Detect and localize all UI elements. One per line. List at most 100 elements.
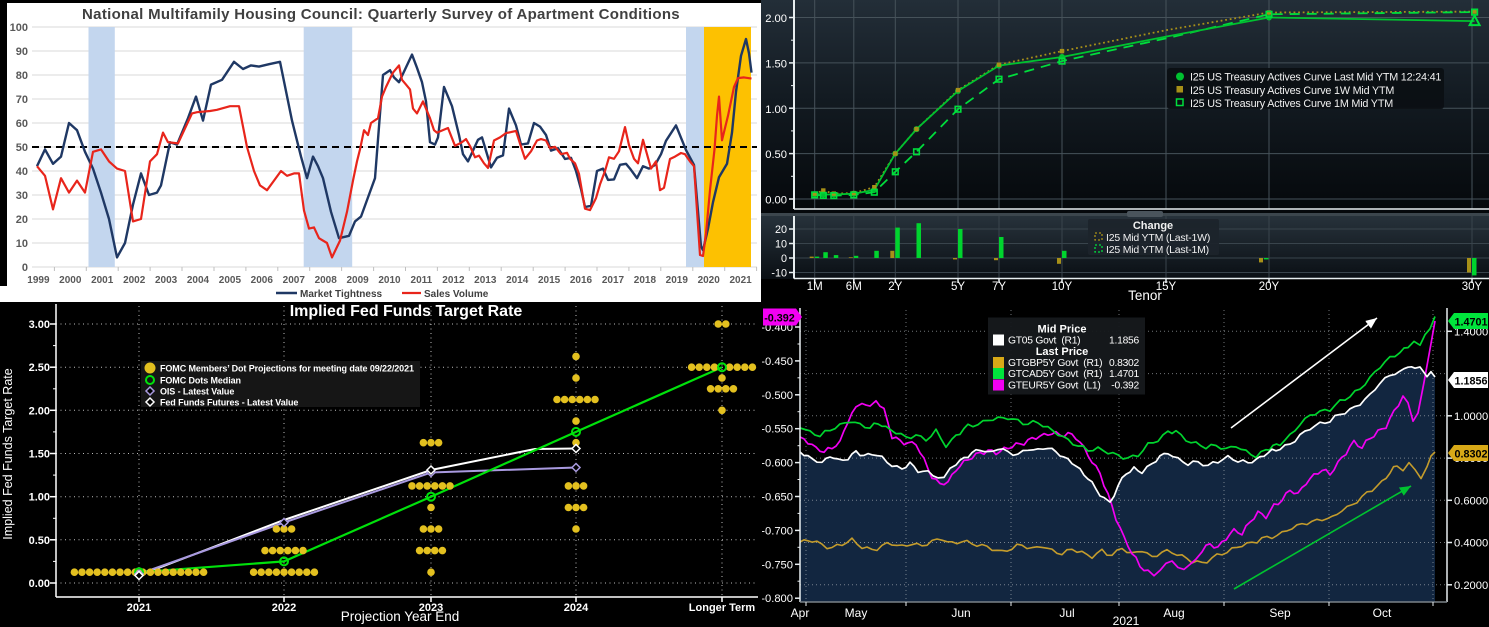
svg-text:30: 30 [16, 190, 28, 202]
svg-text:FOMC Dots Median: FOMC Dots Median [160, 376, 241, 386]
svg-text:2018: 2018 [634, 275, 657, 286]
svg-text:2021: 2021 [1113, 614, 1140, 627]
svg-text:2012: 2012 [442, 275, 465, 286]
svg-text:2019: 2019 [666, 275, 689, 286]
svg-text:-0.500: -0.500 [762, 390, 793, 402]
svg-text:Sep: Sep [1269, 606, 1291, 620]
svg-text:0.6000: 0.6000 [1454, 495, 1488, 507]
svg-text:Jul: Jul [1059, 606, 1074, 620]
svg-text:Change: Change [1133, 220, 1173, 232]
svg-text:1999: 1999 [27, 275, 50, 286]
svg-text:20: 20 [16, 214, 28, 226]
svg-text:5Y: 5Y [951, 281, 965, 293]
svg-text:1.4701: 1.4701 [1109, 369, 1140, 380]
svg-text:2001: 2001 [91, 275, 114, 286]
svg-text:2017: 2017 [602, 275, 625, 286]
svg-text:Implied Fed Funds Target Rate: Implied Fed Funds Target Rate [290, 303, 523, 320]
svg-text:2021: 2021 [729, 275, 752, 286]
svg-text:Tenor: Tenor [1128, 288, 1162, 302]
svg-text:I25 Mid YTM (Last-1W): I25 Mid YTM (Last-1W) [1106, 232, 1210, 244]
svg-text:2009: 2009 [346, 275, 369, 286]
svg-text:10: 10 [775, 239, 787, 251]
svg-text:Fed Funds Futures - Latest Val: Fed Funds Futures - Latest Value [160, 398, 298, 408]
svg-text:20: 20 [775, 224, 787, 236]
svg-text:-0.750: -0.750 [762, 559, 793, 571]
svg-text:50: 50 [16, 142, 28, 154]
svg-text:-0.800: -0.800 [762, 593, 793, 605]
svg-text:2007: 2007 [283, 275, 306, 286]
svg-text:I25 Mid YTM (Last-1M): I25 Mid YTM (Last-1M) [1106, 244, 1209, 256]
svg-text:2020: 2020 [698, 275, 721, 286]
svg-text:10: 10 [16, 238, 28, 250]
svg-text:1.1856: 1.1856 [1454, 376, 1487, 388]
svg-text:1.00: 1.00 [765, 104, 787, 116]
svg-text:60: 60 [16, 118, 28, 130]
svg-text:Market Tightness: Market Tightness [300, 289, 382, 300]
svg-text:0.4000: 0.4000 [1454, 538, 1488, 550]
svg-text:2004: 2004 [187, 275, 210, 286]
svg-text:GTGBP5Y Govt (R1): GTGBP5Y Govt (R1) [1008, 358, 1102, 369]
svg-text:2021: 2021 [127, 602, 151, 614]
svg-text:-0.550: -0.550 [762, 424, 793, 436]
svg-text:0.8302: 0.8302 [1454, 449, 1487, 461]
svg-text:0: 0 [781, 253, 787, 265]
svg-text:15Y: 15Y [1156, 281, 1177, 293]
svg-text:Implied Fed Funds Target Rate: Implied Fed Funds Target Rate [1, 368, 15, 539]
svg-text:1M: 1M [807, 281, 823, 293]
svg-text:40: 40 [16, 166, 28, 178]
svg-text:70: 70 [16, 94, 28, 106]
svg-text:National Multifamily Housing C: National Multifamily Housing Council: Qu… [82, 6, 680, 23]
svg-text:Aug: Aug [1163, 606, 1184, 620]
svg-text:0.50: 0.50 [765, 149, 787, 161]
svg-text:Mid Price: Mid Price [1038, 324, 1087, 336]
svg-text:100: 100 [10, 22, 28, 34]
svg-text:2023: 2023 [419, 602, 443, 614]
svg-text:1.1856: 1.1856 [1109, 336, 1140, 347]
svg-text:-10: -10 [771, 268, 787, 280]
svg-text:I25 US Treasury Actives Curve: I25 US Treasury Actives Curve 1W Mid YTM [1190, 85, 1394, 97]
svg-text:Projection Year End: Projection Year End [341, 609, 460, 624]
svg-text:0.00: 0.00 [29, 578, 50, 590]
svg-text:2011: 2011 [411, 275, 433, 286]
svg-text:6M: 6M [846, 281, 862, 293]
svg-text:2015: 2015 [538, 275, 561, 286]
svg-text:GTEUR5Y Govt (L1): GTEUR5Y Govt (L1) [1008, 381, 1101, 392]
svg-text:80: 80 [16, 70, 28, 82]
svg-text:0: 0 [22, 262, 28, 274]
svg-text:2003: 2003 [155, 275, 178, 286]
svg-text:2Y: 2Y [888, 281, 902, 293]
svg-text:I25 US Treasury Actives Curve: I25 US Treasury Actives Curve 1M Mid YTM [1190, 98, 1393, 110]
svg-text:-0.450: -0.450 [762, 356, 793, 368]
svg-text:FOMC Members’ Dot Projections: FOMC Members’ Dot Projections for meetin… [160, 364, 414, 374]
svg-text:OIS - Latest Value: OIS - Latest Value [160, 387, 234, 397]
svg-text:Sales Volume: Sales Volume [424, 289, 489, 300]
svg-text:2006: 2006 [251, 275, 274, 286]
svg-text:2016: 2016 [570, 275, 593, 286]
svg-text:GTCAD5Y Govt (R1): GTCAD5Y Govt (R1) [1008, 369, 1102, 380]
svg-text:Apr: Apr [791, 606, 810, 620]
svg-text:3.00: 3.00 [29, 319, 50, 331]
svg-text:1.50: 1.50 [765, 58, 787, 70]
svg-text:-0.392: -0.392 [1111, 381, 1139, 392]
svg-text:I25 US Treasury Actives Curve: I25 US Treasury Actives Curve Last Mid Y… [1190, 72, 1441, 84]
svg-text:1.4701: 1.4701 [1454, 317, 1487, 329]
svg-text:30Y: 30Y [1462, 281, 1483, 293]
svg-text:2005: 2005 [219, 275, 242, 286]
svg-text:2013: 2013 [474, 275, 497, 286]
svg-text:1.0000: 1.0000 [1454, 411, 1488, 423]
svg-text:1.4000: 1.4000 [1454, 326, 1488, 338]
svg-text:0.00: 0.00 [765, 195, 787, 207]
svg-text:-0.700: -0.700 [762, 525, 793, 537]
svg-text:Longer Term: Longer Term [689, 602, 756, 614]
svg-text:2.00: 2.00 [29, 405, 50, 417]
svg-text:2.50: 2.50 [29, 362, 50, 374]
svg-text:2014: 2014 [506, 275, 529, 286]
svg-text:May: May [845, 606, 868, 620]
svg-text:2024: 2024 [564, 602, 589, 614]
svg-text:20Y: 20Y [1259, 281, 1280, 293]
svg-text:0.8302: 0.8302 [1109, 358, 1140, 369]
svg-text:0.2000: 0.2000 [1454, 580, 1488, 592]
svg-text:Oct: Oct [1373, 606, 1392, 620]
svg-text:2.00: 2.00 [765, 13, 787, 25]
svg-text:2002: 2002 [123, 275, 146, 286]
